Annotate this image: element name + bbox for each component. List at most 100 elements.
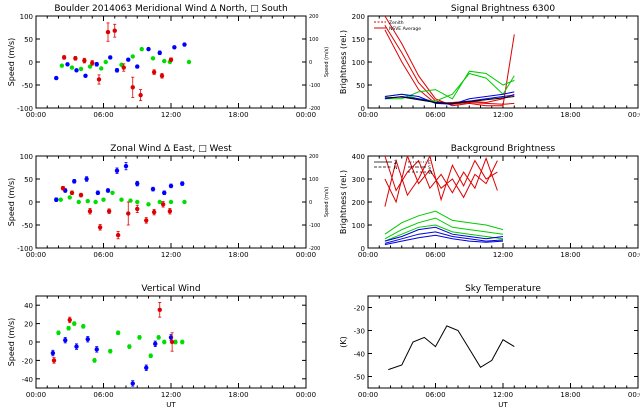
- chart-zonal: Zonal Wind Δ East, □ West -100 -50 0 50 100 -2…: [7, 144, 330, 259]
- y-tick-label: -50: [22, 222, 33, 230]
- data-point: [72, 321, 77, 326]
- data-layer: [384, 16, 515, 107]
- chart-title: Signal Brightness 6300: [451, 4, 555, 14]
- x-axis-label: UT: [498, 401, 508, 409]
- series-line: [384, 29, 515, 104]
- x-tick-label: 00:00: [296, 111, 316, 119]
- series-line: [384, 226, 504, 242]
- y-tick-label: 150: [352, 36, 365, 44]
- y-tick-label: -20: [354, 305, 365, 313]
- data-layer: [54, 22, 192, 102]
- data-point: [162, 58, 167, 64]
- y-tick-label-right: 200: [309, 154, 319, 160]
- data-point: [105, 29, 111, 35]
- data-point: [67, 317, 72, 323]
- chart-background: Background Brightness 0 100 200 300 400 Bright…: [339, 144, 640, 259]
- y-tick-label: -40: [354, 351, 365, 359]
- y-axis-label: Speed (m/s): [7, 38, 16, 87]
- data-point: [150, 186, 156, 192]
- y-tick-label-right: 0: [309, 200, 312, 206]
- legend-label: E: [428, 160, 431, 166]
- y-tick-label: -40: [22, 376, 33, 384]
- y-tick-label: -50: [22, 82, 33, 90]
- x-tick-label: 00:00: [358, 251, 378, 259]
- y-tick-label: 0: [29, 59, 33, 67]
- data-point: [130, 85, 135, 90]
- data-point: [115, 232, 121, 238]
- data-point: [82, 58, 87, 63]
- y-tick-label: 100: [352, 222, 365, 230]
- data-point: [135, 64, 140, 69]
- y-tick-label: -30: [354, 328, 365, 336]
- data-point: [168, 57, 174, 62]
- y-tick-label: -100: [17, 105, 33, 113]
- data-point: [137, 335, 142, 340]
- x-tick-label: 00:00: [628, 251, 640, 259]
- data-point: [182, 42, 187, 47]
- x-tick-label: 12:00: [161, 391, 181, 399]
- x-tick-label: 00:00: [628, 111, 640, 119]
- data-point: [126, 211, 131, 216]
- data-point: [126, 57, 131, 62]
- x-tick-label: 06:00: [93, 111, 113, 119]
- data-point: [51, 358, 57, 363]
- data-point: [95, 190, 101, 195]
- data-point: [114, 68, 120, 73]
- x-tick-label: 00:00: [296, 391, 316, 399]
- y-tick-label: 50: [24, 36, 33, 44]
- data-point: [54, 197, 59, 202]
- data-point: [123, 163, 129, 169]
- data-point: [167, 209, 173, 214]
- x-tick-label: 06:00: [93, 251, 113, 259]
- y-axis-label: Brightness (rel.): [339, 170, 348, 234]
- data-point: [74, 68, 79, 73]
- data-point: [127, 344, 132, 349]
- x-tick-label: 00:00: [26, 391, 46, 399]
- x-tick-label: 06:00: [425, 391, 445, 399]
- data-point: [146, 202, 151, 207]
- x-tick-label: 00:00: [26, 251, 46, 259]
- data-point: [151, 209, 157, 215]
- y-tick-label: 50: [356, 82, 365, 90]
- x-tick-label: 12:00: [493, 111, 513, 119]
- y-tick-label: 200: [352, 13, 365, 21]
- data-point: [121, 65, 126, 70]
- y-tick-label: 0: [361, 245, 365, 253]
- data-point: [67, 195, 72, 200]
- chart-title: Sky Temperature: [465, 284, 541, 294]
- chart-signal: Signal Brightness 6300 0 50 100 150 200 Bright…: [339, 4, 640, 119]
- x-axis-label: UT: [166, 401, 176, 409]
- data-point: [76, 199, 81, 205]
- data-point: [162, 339, 167, 345]
- data-point: [130, 381, 135, 386]
- data-point: [54, 75, 59, 81]
- data-point: [66, 326, 71, 331]
- data-point: [186, 59, 192, 65]
- data-point: [115, 330, 121, 335]
- chart-title: Vertical Wind: [141, 284, 200, 294]
- y-tick-label-right: -200: [309, 106, 320, 112]
- chart-title: Background Brightness: [451, 144, 556, 154]
- data-layer: [384, 156, 504, 246]
- data-point: [135, 206, 140, 212]
- series-line: [384, 224, 504, 242]
- data-point: [94, 62, 99, 67]
- data-point: [83, 73, 88, 79]
- data-point: [69, 190, 75, 195]
- data-point: [50, 350, 56, 356]
- data-point: [168, 335, 174, 340]
- series-line: [384, 156, 498, 204]
- data-point: [87, 209, 93, 214]
- data-point: [162, 190, 167, 195]
- data-point: [135, 181, 140, 186]
- series-line: [384, 156, 498, 207]
- chart-title: Zonal Wind Δ East, □ West: [110, 144, 232, 154]
- data-point: [93, 199, 98, 205]
- data-point: [180, 181, 185, 186]
- series-line: [388, 325, 515, 371]
- y-tick-label-right: 200: [309, 14, 319, 20]
- chart-vertical: Vertical Wind -40 -20 0 20 40 Speed (m/s) 00:00…: [7, 284, 316, 409]
- data-point: [148, 353, 153, 358]
- data-point: [157, 199, 162, 205]
